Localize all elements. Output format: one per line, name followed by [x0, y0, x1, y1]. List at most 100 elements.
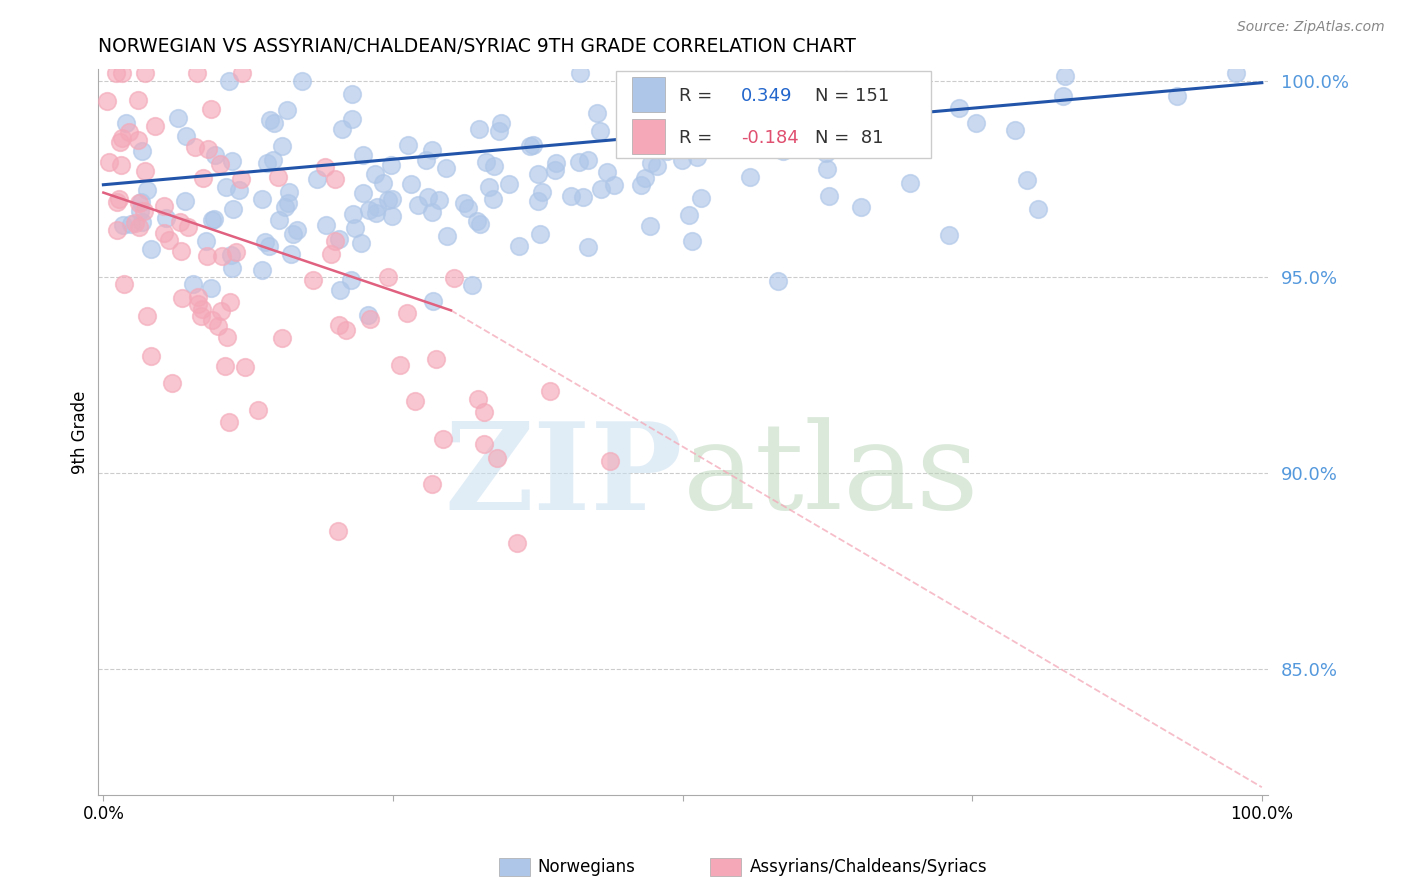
- Point: [277, 196, 299, 211]
- Point: [638, 219, 661, 234]
- Point: [682, 128, 704, 142]
- Point: [143, 120, 166, 134]
- Point: [486, 450, 509, 465]
- Point: [271, 139, 294, 153]
- Point: [508, 239, 530, 253]
- Point: [640, 156, 662, 170]
- Point: [488, 124, 510, 138]
- Point: [1053, 69, 1076, 83]
- Point: [259, 113, 281, 128]
- Text: 0.349: 0.349: [741, 87, 793, 105]
- Bar: [633, 77, 665, 112]
- Point: [395, 306, 418, 320]
- Point: [335, 323, 357, 337]
- Point: [283, 227, 305, 242]
- Point: [302, 273, 325, 287]
- Point: [589, 123, 612, 137]
- Bar: [499, 858, 530, 876]
- Point: [111, 66, 134, 80]
- Point: [152, 226, 174, 240]
- Point: [544, 163, 567, 178]
- Point: [472, 405, 495, 419]
- Point: [506, 535, 529, 549]
- Point: [326, 524, 349, 538]
- Point: [352, 186, 374, 201]
- Point: [108, 136, 131, 150]
- Point: [350, 235, 373, 250]
- Point: [110, 158, 132, 172]
- Point: [170, 292, 193, 306]
- Text: Norwegians: Norwegians: [537, 858, 636, 876]
- Point: [434, 161, 457, 175]
- Point: [436, 229, 458, 244]
- Point: [835, 73, 858, 87]
- Point: [585, 106, 607, 120]
- Point: [252, 263, 274, 277]
- Point: [422, 293, 444, 308]
- Point: [211, 249, 233, 263]
- Point: [599, 454, 621, 468]
- Point: [1166, 89, 1188, 103]
- Point: [218, 74, 240, 88]
- Point: [571, 190, 593, 204]
- Point: [191, 170, 214, 185]
- Point: [420, 143, 443, 157]
- Point: [938, 227, 960, 242]
- Point: [481, 193, 503, 207]
- Point: [364, 167, 387, 181]
- Point: [250, 192, 273, 206]
- Point: [155, 211, 177, 226]
- Point: [307, 171, 329, 186]
- Point: [560, 189, 582, 203]
- Point: [758, 109, 780, 123]
- Point: [139, 349, 162, 363]
- Point: [427, 194, 450, 208]
- Point: [526, 167, 548, 181]
- Point: [184, 140, 207, 154]
- Point: [404, 394, 426, 409]
- Text: R =: R =: [679, 87, 718, 105]
- Point: [655, 103, 678, 117]
- Point: [200, 281, 222, 295]
- Point: [475, 155, 498, 169]
- Text: N =  81: N = 81: [815, 128, 883, 146]
- Point: [1026, 202, 1049, 216]
- Point: [467, 392, 489, 406]
- Point: [332, 122, 354, 136]
- Point: [207, 319, 229, 334]
- Point: [366, 201, 388, 215]
- Point: [127, 93, 149, 107]
- Point: [190, 310, 212, 324]
- Point: [531, 186, 554, 200]
- Point: [219, 247, 242, 261]
- Point: [128, 196, 150, 211]
- Point: [775, 128, 797, 143]
- Point: [626, 137, 648, 152]
- Point: [544, 156, 567, 170]
- Point: [359, 311, 381, 326]
- Text: Source: ZipAtlas.com: Source: ZipAtlas.com: [1237, 20, 1385, 34]
- Point: [177, 220, 200, 235]
- Point: [645, 159, 668, 173]
- Point: [591, 182, 613, 196]
- Text: atlas: atlas: [682, 417, 979, 534]
- Point: [468, 121, 491, 136]
- Point: [231, 66, 253, 80]
- Point: [276, 103, 298, 118]
- Bar: [633, 119, 665, 153]
- Point: [167, 112, 190, 126]
- Point: [815, 145, 838, 160]
- Point: [285, 223, 308, 237]
- Point: [443, 271, 465, 285]
- Point: [772, 144, 794, 158]
- Point: [111, 218, 134, 232]
- Point: [657, 145, 679, 159]
- Point: [373, 176, 395, 190]
- Point: [134, 163, 156, 178]
- Point: [174, 128, 197, 143]
- Point: [229, 171, 252, 186]
- Point: [568, 155, 591, 169]
- Point: [529, 227, 551, 241]
- Point: [460, 278, 482, 293]
- Point: [128, 219, 150, 234]
